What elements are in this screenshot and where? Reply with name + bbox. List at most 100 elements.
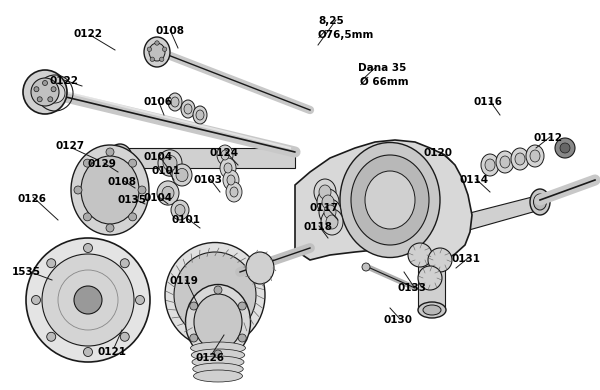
Circle shape bbox=[190, 334, 198, 342]
Text: 0106: 0106 bbox=[144, 97, 173, 107]
Text: 0121: 0121 bbox=[98, 347, 127, 357]
Ellipse shape bbox=[314, 179, 336, 205]
Circle shape bbox=[362, 263, 370, 271]
Text: 0108: 0108 bbox=[108, 177, 137, 187]
Circle shape bbox=[83, 213, 91, 221]
Text: 0130: 0130 bbox=[384, 315, 413, 325]
Text: 0120: 0120 bbox=[424, 148, 453, 158]
Polygon shape bbox=[418, 252, 445, 310]
Circle shape bbox=[408, 243, 432, 267]
Circle shape bbox=[555, 138, 575, 158]
Circle shape bbox=[31, 78, 59, 106]
Circle shape bbox=[45, 83, 65, 103]
Ellipse shape bbox=[227, 175, 235, 185]
Ellipse shape bbox=[112, 149, 128, 167]
Ellipse shape bbox=[326, 215, 338, 229]
Circle shape bbox=[106, 148, 114, 156]
Text: 0135: 0135 bbox=[118, 195, 147, 205]
Circle shape bbox=[128, 159, 137, 167]
Ellipse shape bbox=[324, 205, 336, 219]
Circle shape bbox=[47, 332, 56, 341]
Text: 8,25: 8,25 bbox=[318, 16, 344, 26]
Ellipse shape bbox=[365, 171, 415, 229]
Polygon shape bbox=[295, 140, 472, 260]
Text: 0101: 0101 bbox=[172, 215, 201, 225]
Ellipse shape bbox=[191, 342, 245, 354]
Circle shape bbox=[147, 47, 152, 51]
Ellipse shape bbox=[165, 243, 265, 347]
Ellipse shape bbox=[418, 302, 446, 318]
Ellipse shape bbox=[176, 168, 188, 182]
Text: 0127: 0127 bbox=[56, 141, 85, 151]
Circle shape bbox=[34, 87, 39, 92]
Ellipse shape bbox=[193, 106, 207, 124]
Ellipse shape bbox=[157, 181, 179, 205]
Text: 0114: 0114 bbox=[460, 175, 489, 185]
Circle shape bbox=[150, 57, 154, 62]
Circle shape bbox=[51, 87, 56, 92]
Ellipse shape bbox=[533, 194, 547, 210]
Text: 1535: 1535 bbox=[12, 267, 41, 277]
Ellipse shape bbox=[423, 305, 441, 315]
Circle shape bbox=[23, 70, 67, 114]
Ellipse shape bbox=[530, 189, 550, 215]
Text: Ø 66mm: Ø 66mm bbox=[360, 77, 409, 87]
Circle shape bbox=[83, 159, 91, 167]
Ellipse shape bbox=[168, 93, 182, 111]
Circle shape bbox=[83, 347, 92, 356]
Text: 0126: 0126 bbox=[18, 194, 47, 204]
Circle shape bbox=[120, 259, 129, 268]
Ellipse shape bbox=[481, 154, 499, 176]
Circle shape bbox=[83, 243, 92, 252]
Circle shape bbox=[214, 350, 222, 358]
Text: Ø76,5mm: Ø76,5mm bbox=[318, 30, 374, 40]
Ellipse shape bbox=[192, 356, 244, 368]
Ellipse shape bbox=[322, 195, 334, 209]
Ellipse shape bbox=[530, 150, 540, 162]
Text: 0108: 0108 bbox=[155, 26, 184, 36]
Polygon shape bbox=[120, 148, 295, 168]
Text: 0122: 0122 bbox=[50, 76, 79, 86]
Circle shape bbox=[37, 97, 42, 102]
Circle shape bbox=[560, 143, 570, 153]
Ellipse shape bbox=[194, 294, 242, 350]
Ellipse shape bbox=[319, 185, 331, 199]
Circle shape bbox=[160, 57, 164, 62]
Circle shape bbox=[214, 286, 222, 294]
Ellipse shape bbox=[193, 370, 242, 382]
Ellipse shape bbox=[321, 209, 343, 235]
Ellipse shape bbox=[184, 104, 192, 114]
Text: 0129: 0129 bbox=[88, 159, 117, 169]
Ellipse shape bbox=[223, 170, 239, 190]
Circle shape bbox=[43, 80, 47, 85]
Ellipse shape bbox=[163, 155, 177, 171]
Ellipse shape bbox=[496, 151, 514, 173]
Circle shape bbox=[120, 332, 129, 341]
Ellipse shape bbox=[162, 186, 174, 200]
Circle shape bbox=[138, 186, 146, 194]
Circle shape bbox=[74, 286, 102, 314]
Ellipse shape bbox=[319, 199, 341, 225]
Text: 0116: 0116 bbox=[474, 97, 503, 107]
Ellipse shape bbox=[196, 110, 204, 120]
Ellipse shape bbox=[171, 200, 189, 220]
Ellipse shape bbox=[144, 37, 170, 67]
Circle shape bbox=[155, 41, 159, 45]
Text: 0119: 0119 bbox=[170, 276, 199, 286]
Ellipse shape bbox=[149, 43, 165, 61]
Text: 0124: 0124 bbox=[210, 148, 239, 158]
Text: 0104: 0104 bbox=[143, 193, 172, 203]
Ellipse shape bbox=[246, 252, 274, 284]
Ellipse shape bbox=[172, 164, 192, 186]
Ellipse shape bbox=[174, 252, 256, 338]
Circle shape bbox=[42, 254, 134, 346]
Ellipse shape bbox=[340, 142, 440, 257]
Ellipse shape bbox=[158, 150, 182, 176]
Ellipse shape bbox=[81, 156, 139, 224]
Polygon shape bbox=[462, 195, 540, 232]
Circle shape bbox=[128, 213, 137, 221]
Ellipse shape bbox=[171, 97, 179, 107]
Text: 0103: 0103 bbox=[194, 175, 223, 185]
Ellipse shape bbox=[221, 150, 229, 160]
Ellipse shape bbox=[526, 145, 544, 167]
